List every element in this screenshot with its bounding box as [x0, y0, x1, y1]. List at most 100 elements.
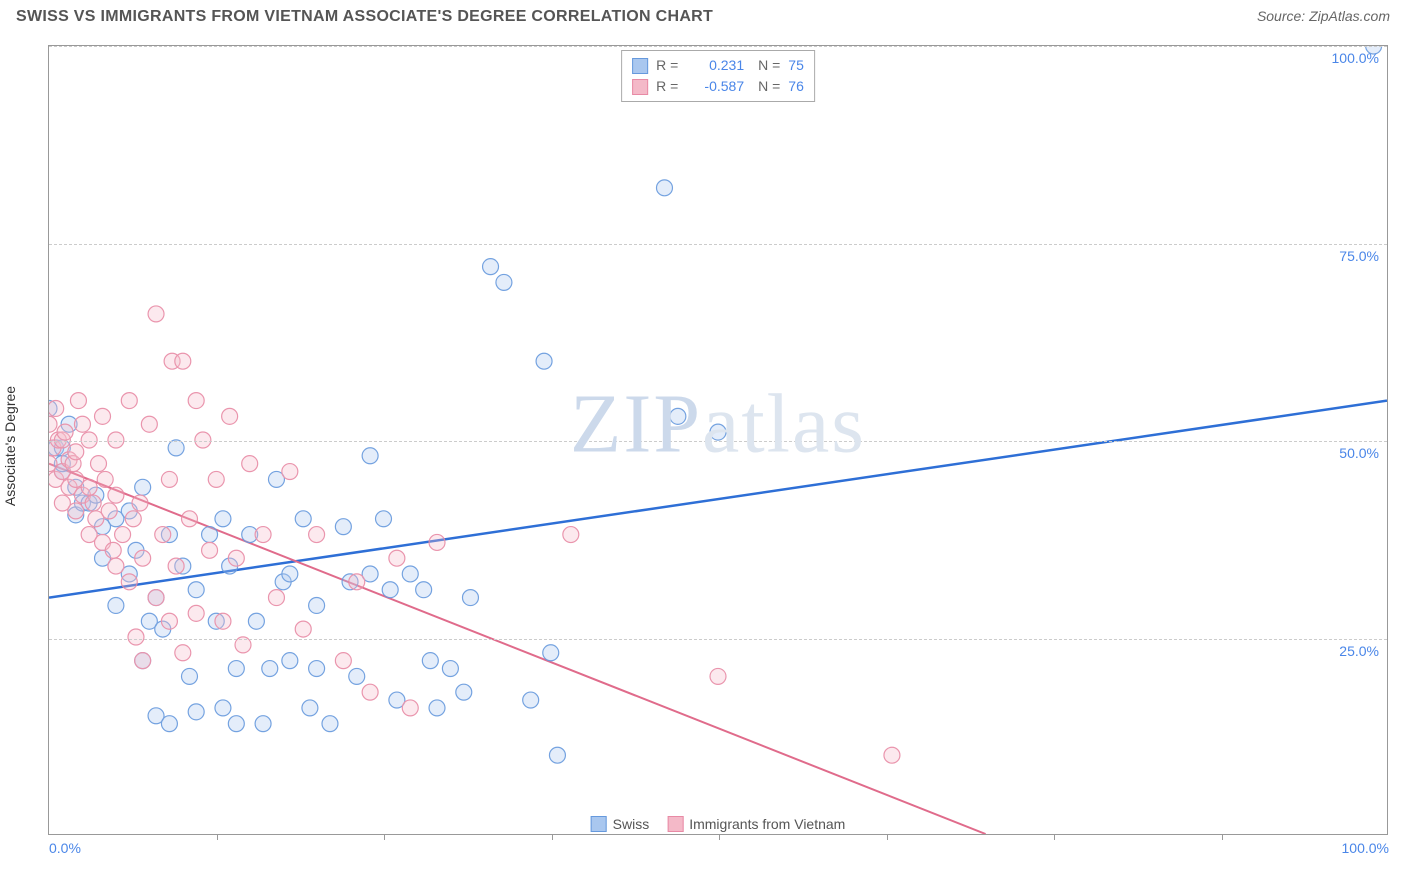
data-point-swiss [255, 716, 271, 732]
data-point-swiss [422, 653, 438, 669]
data-point-vietnam [389, 550, 405, 566]
data-point-swiss [188, 704, 204, 720]
data-point-vietnam [95, 408, 111, 424]
data-point-swiss [215, 511, 231, 527]
x-tick-mark [1222, 834, 1223, 840]
data-point-vietnam [81, 432, 97, 448]
data-point-swiss [382, 582, 398, 598]
data-point-vietnam [121, 393, 137, 409]
data-point-vietnam [49, 416, 57, 432]
data-point-vietnam [710, 668, 726, 684]
x-tick-mark [719, 834, 720, 840]
data-point-vietnam [135, 550, 151, 566]
data-point-vietnam [108, 558, 124, 574]
data-point-vietnam [362, 684, 378, 700]
data-point-vietnam [125, 511, 141, 527]
y-axis-label: Associate's Degree [2, 386, 18, 506]
chart-title: SWISS VS IMMIGRANTS FROM VIETNAM ASSOCIA… [16, 8, 713, 26]
y-tick-label: 75.0% [1339, 248, 1379, 264]
data-point-vietnam [255, 527, 271, 543]
data-point-vietnam [70, 393, 86, 409]
x-tick-mark [887, 834, 888, 840]
data-point-swiss [322, 716, 338, 732]
gridline [49, 244, 1387, 245]
data-point-vietnam [141, 416, 157, 432]
data-point-vietnam [268, 590, 284, 606]
legend-row-swiss: R = 0.231 N = 75 [632, 55, 804, 76]
r-value-swiss: 0.231 [692, 55, 744, 76]
data-point-vietnam [85, 495, 101, 511]
legend-series: Swiss Immigrants from Vietnam [591, 816, 846, 832]
r-label: R = [656, 55, 684, 76]
data-point-vietnam [309, 527, 325, 543]
data-point-vietnam [215, 613, 231, 629]
data-point-swiss [496, 274, 512, 290]
legend-label-vietnam: Immigrants from Vietnam [689, 816, 845, 832]
data-point-vietnam [105, 542, 121, 558]
data-point-vietnam [148, 590, 164, 606]
r-value-vietnam: -0.587 [692, 76, 744, 97]
data-point-swiss [549, 747, 565, 763]
n-label: N = [758, 76, 780, 97]
data-point-vietnam [222, 408, 238, 424]
data-point-swiss [202, 527, 218, 543]
data-point-swiss [710, 424, 726, 440]
data-point-vietnam [74, 416, 90, 432]
x-tick-mark [217, 834, 218, 840]
data-point-swiss [108, 598, 124, 614]
data-point-swiss [456, 684, 472, 700]
data-point-swiss [215, 700, 231, 716]
data-point-swiss [161, 716, 177, 732]
data-point-swiss [302, 700, 318, 716]
data-point-swiss [416, 582, 432, 598]
data-point-swiss [462, 590, 478, 606]
data-point-vietnam [208, 471, 224, 487]
data-point-swiss [656, 180, 672, 196]
legend-item-vietnam: Immigrants from Vietnam [667, 816, 845, 832]
data-point-swiss [182, 668, 198, 684]
data-point-swiss [135, 479, 151, 495]
data-point-swiss [335, 519, 351, 535]
gridline [49, 46, 1387, 47]
data-point-vietnam [402, 700, 418, 716]
data-point-swiss [282, 653, 298, 669]
data-point-vietnam [101, 503, 117, 519]
n-label: N = [758, 55, 780, 76]
data-point-vietnam [97, 471, 113, 487]
y-tick-label: 50.0% [1339, 445, 1379, 461]
x-tick-mark [384, 834, 385, 840]
n-value-swiss: 75 [788, 55, 804, 76]
data-point-vietnam [282, 464, 298, 480]
data-point-swiss [362, 448, 378, 464]
data-point-swiss [429, 700, 445, 716]
data-point-vietnam [132, 495, 148, 511]
data-point-swiss [543, 645, 559, 661]
data-point-swiss [349, 668, 365, 684]
data-point-vietnam [68, 444, 84, 460]
data-point-swiss [295, 511, 311, 527]
data-point-vietnam [108, 487, 124, 503]
data-point-vietnam [182, 511, 198, 527]
y-tick-label: 100.0% [1332, 50, 1379, 66]
data-point-swiss [168, 440, 184, 456]
data-point-vietnam [49, 401, 64, 417]
data-point-vietnam [148, 306, 164, 322]
x-tick-mark [552, 834, 553, 840]
swatch-swiss [591, 816, 607, 832]
data-point-swiss [483, 259, 499, 275]
data-point-vietnam [135, 653, 151, 669]
data-point-swiss [309, 661, 325, 677]
data-point-vietnam [175, 353, 191, 369]
plot-svg [49, 46, 1387, 834]
data-point-vietnam [81, 479, 97, 495]
data-point-swiss [536, 353, 552, 369]
source-attribution: Source: ZipAtlas.com [1257, 8, 1390, 24]
data-point-vietnam [195, 432, 211, 448]
data-point-vietnam [128, 629, 144, 645]
data-point-swiss [228, 661, 244, 677]
x-tick-label: 0.0% [49, 840, 81, 856]
data-point-vietnam [161, 613, 177, 629]
data-point-vietnam [188, 605, 204, 621]
legend-item-swiss: Swiss [591, 816, 650, 832]
gridline [49, 441, 1387, 442]
